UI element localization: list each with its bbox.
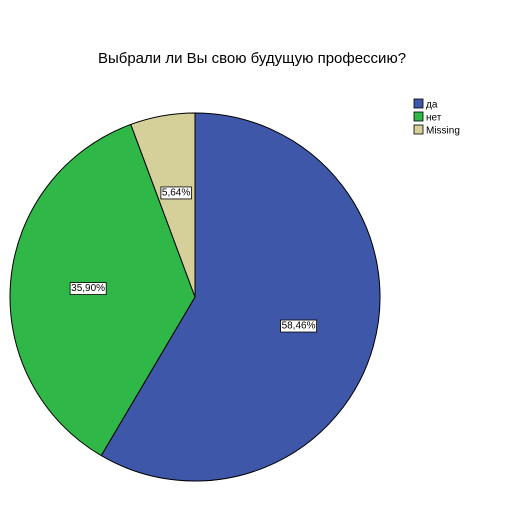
- pie-slice-labels: 58,46% 35,90% 5,64%: [69, 186, 317, 333]
- pie-slice-0: [100, 112, 381, 482]
- legend-label-0: да: [426, 100, 438, 111]
- pie-slice-label-box-0: [280, 319, 317, 333]
- pie-slice-label-0: 58,46%: [280, 319, 317, 333]
- pie-slice-label-text-0: 58,46%: [282, 321, 316, 332]
- pie-slices: [9, 112, 381, 482]
- pie-slice-label-text-1: 35,90%: [71, 283, 105, 294]
- pie-slice-label-box-2: [160, 186, 192, 200]
- pie-slice-label-box-1: [69, 282, 107, 295]
- pie-slice-2: [130, 112, 196, 298]
- chart-title: Выбрали ли Вы свою будущую профессию?: [98, 50, 406, 67]
- legend-label-1: нет: [426, 113, 442, 124]
- legend-swatch-0: [413, 98, 424, 109]
- legend-swatch-2: [413, 124, 424, 135]
- legend-swatch-1: [413, 111, 424, 122]
- pie-slice-label-1: 35,90%: [69, 282, 107, 295]
- pie-slice-label-text-2: 5,64%: [162, 187, 190, 198]
- pie-slice-label-2: 5,64%: [160, 186, 192, 200]
- legend: да нет Missing: [413, 98, 460, 137]
- legend-label-2: Missing: [426, 126, 460, 137]
